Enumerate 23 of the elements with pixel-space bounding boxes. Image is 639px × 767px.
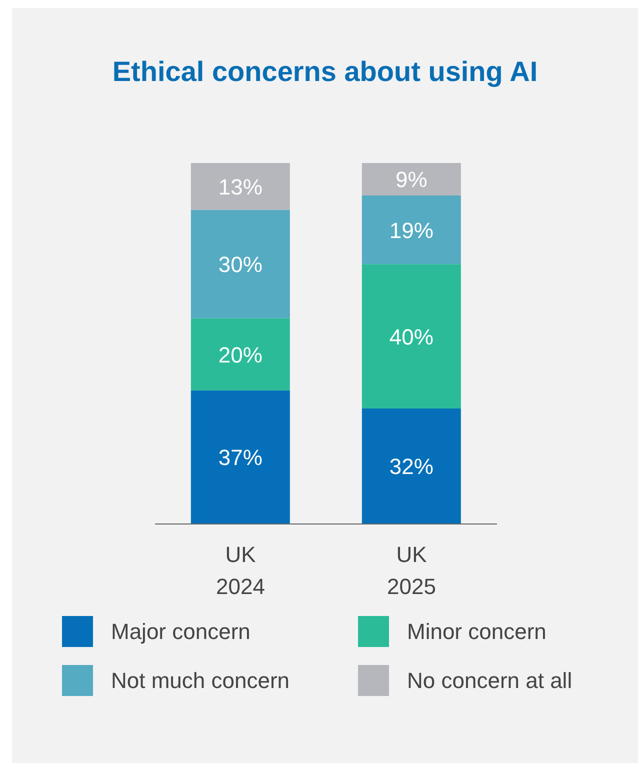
x-tick-label: UK 2024 [216, 542, 265, 599]
legend-label: Not much concern [111, 668, 290, 694]
bar [362, 408, 461, 524]
bar [190, 390, 290, 524]
legend-label: Minor concern [407, 618, 546, 644]
data-label: 9% [396, 167, 428, 192]
bar [362, 195, 461, 264]
chart-title: Ethical concerns about using AI [111, 55, 539, 89]
data-label: 30% [218, 252, 262, 278]
legend-label: No concern at all [407, 668, 572, 694]
bar [362, 264, 461, 408]
data-label: 32% [389, 454, 434, 480]
bar [190, 210, 290, 318]
data-label: 13% [218, 174, 262, 200]
x-tick-label: UK 2025 [387, 542, 436, 599]
bar [190, 163, 290, 210]
data-label: 37% [218, 445, 262, 470]
bar [362, 163, 461, 196]
data-label: 19% [389, 218, 434, 243]
data-label: 20% [218, 342, 262, 368]
data-label: 40% [389, 324, 434, 350]
bar [190, 318, 290, 390]
legend-label: Major concern [111, 618, 250, 644]
